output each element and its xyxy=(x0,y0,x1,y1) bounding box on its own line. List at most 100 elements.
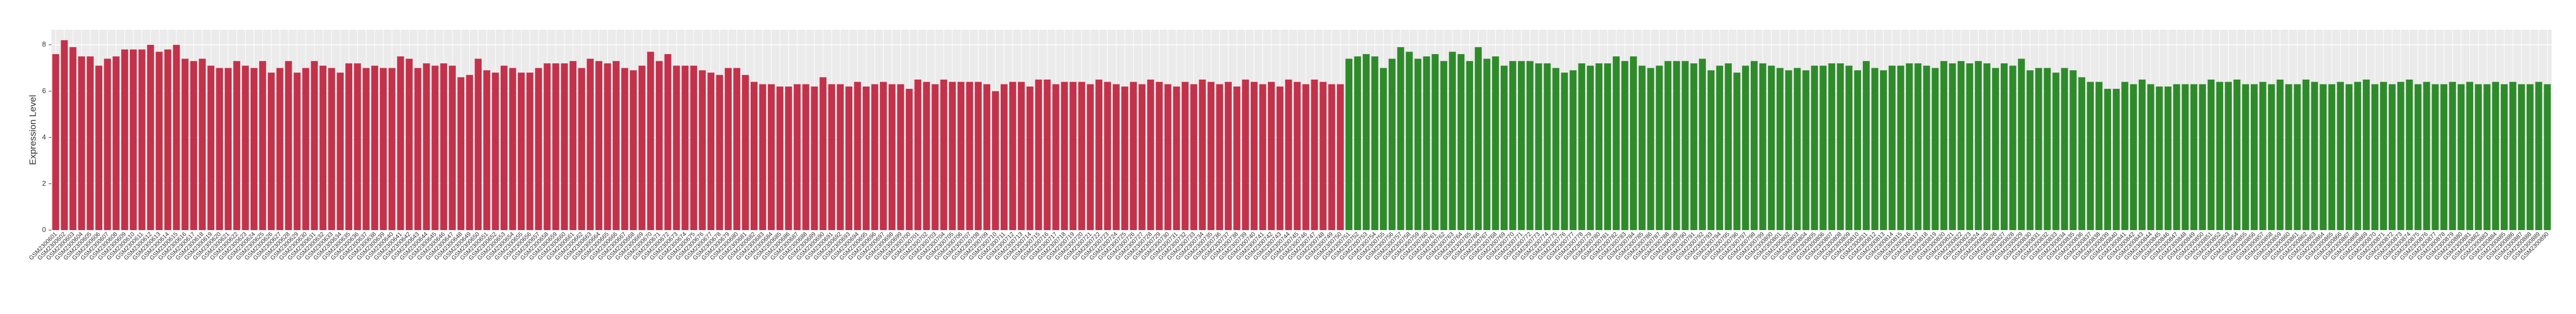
bar xyxy=(2225,82,2232,230)
bar xyxy=(793,84,801,230)
bar xyxy=(1621,61,1628,230)
bar xyxy=(2276,79,2284,230)
bar xyxy=(647,51,654,231)
bar xyxy=(1138,84,1146,230)
bar xyxy=(190,61,198,230)
bar xyxy=(2095,82,2102,230)
bar xyxy=(1371,56,1378,231)
bar xyxy=(931,84,939,230)
bar xyxy=(940,79,948,230)
bar xyxy=(440,63,448,230)
bar xyxy=(629,70,637,231)
bar xyxy=(638,66,646,231)
bar xyxy=(1690,63,1698,230)
bar xyxy=(2087,82,2094,230)
bar xyxy=(1035,79,1042,230)
bar xyxy=(664,54,672,230)
bar xyxy=(1871,68,1878,230)
bar xyxy=(2509,82,2516,230)
bar xyxy=(414,68,422,230)
bar xyxy=(354,63,361,230)
bar xyxy=(1845,66,1852,231)
bar xyxy=(1001,84,1008,230)
bar xyxy=(267,73,275,231)
bar xyxy=(923,82,930,230)
bar xyxy=(552,63,560,230)
bar xyxy=(121,49,128,230)
bar xyxy=(2078,77,2086,230)
bar xyxy=(2121,82,2128,230)
bar xyxy=(2302,79,2310,230)
bar xyxy=(1190,84,1198,230)
bar xyxy=(2544,84,2551,230)
bar xyxy=(405,58,413,231)
bar xyxy=(1802,70,1810,231)
bar xyxy=(1431,54,1439,230)
bar xyxy=(1526,61,1534,230)
bar xyxy=(716,75,724,230)
bar xyxy=(379,68,387,230)
bar xyxy=(371,66,378,231)
bar xyxy=(181,58,189,231)
bar xyxy=(1681,61,1689,230)
bar xyxy=(2009,66,2016,231)
bar xyxy=(1466,61,1474,230)
bar xyxy=(595,61,602,230)
bar xyxy=(949,82,956,230)
bar xyxy=(1543,63,1551,230)
bar xyxy=(2319,84,2327,230)
bar xyxy=(2233,79,2240,230)
bar xyxy=(1863,61,1870,230)
bar xyxy=(561,63,568,230)
bar xyxy=(1759,63,1766,230)
bar xyxy=(2337,82,2344,230)
bar xyxy=(1017,82,1025,230)
y-axis-title: Expression Level xyxy=(28,95,38,165)
bar xyxy=(95,66,102,231)
bar xyxy=(1664,61,1672,230)
bar xyxy=(199,58,206,231)
bar xyxy=(337,73,344,231)
bar xyxy=(1992,68,1999,230)
bar xyxy=(992,91,999,230)
bar xyxy=(1716,66,1724,231)
bar xyxy=(2147,84,2154,230)
bar xyxy=(1155,82,1163,230)
bar xyxy=(1923,66,1930,231)
bar xyxy=(2483,84,2490,230)
bar xyxy=(2026,70,2034,231)
bar xyxy=(2035,68,2042,230)
bar xyxy=(1595,63,1602,230)
bar xyxy=(431,66,439,231)
bar xyxy=(1501,66,1508,231)
bar xyxy=(78,56,86,231)
bar xyxy=(613,61,620,230)
bar xyxy=(1552,68,1560,230)
bar xyxy=(2156,86,2163,231)
bar xyxy=(173,44,180,230)
y-tick-label: 2 xyxy=(42,179,46,187)
bar xyxy=(1251,82,1258,230)
bar xyxy=(1733,73,1740,231)
bar xyxy=(2069,70,2077,231)
bar xyxy=(759,84,766,230)
bar xyxy=(2432,84,2439,230)
bar xyxy=(863,86,870,231)
bar xyxy=(681,66,689,231)
bar xyxy=(69,47,77,230)
bar xyxy=(725,68,732,230)
bar xyxy=(104,58,111,231)
bar xyxy=(587,58,594,231)
bar xyxy=(457,77,465,230)
bar xyxy=(1009,82,1016,230)
bar xyxy=(1164,84,1172,230)
bar xyxy=(1026,86,1034,231)
bar xyxy=(1121,86,1128,231)
bar xyxy=(837,84,844,230)
bar xyxy=(1449,51,1456,231)
bar xyxy=(1966,63,1974,230)
y-tick-label: 4 xyxy=(42,133,46,141)
bar xyxy=(1345,58,1352,231)
bar xyxy=(2380,82,2387,230)
